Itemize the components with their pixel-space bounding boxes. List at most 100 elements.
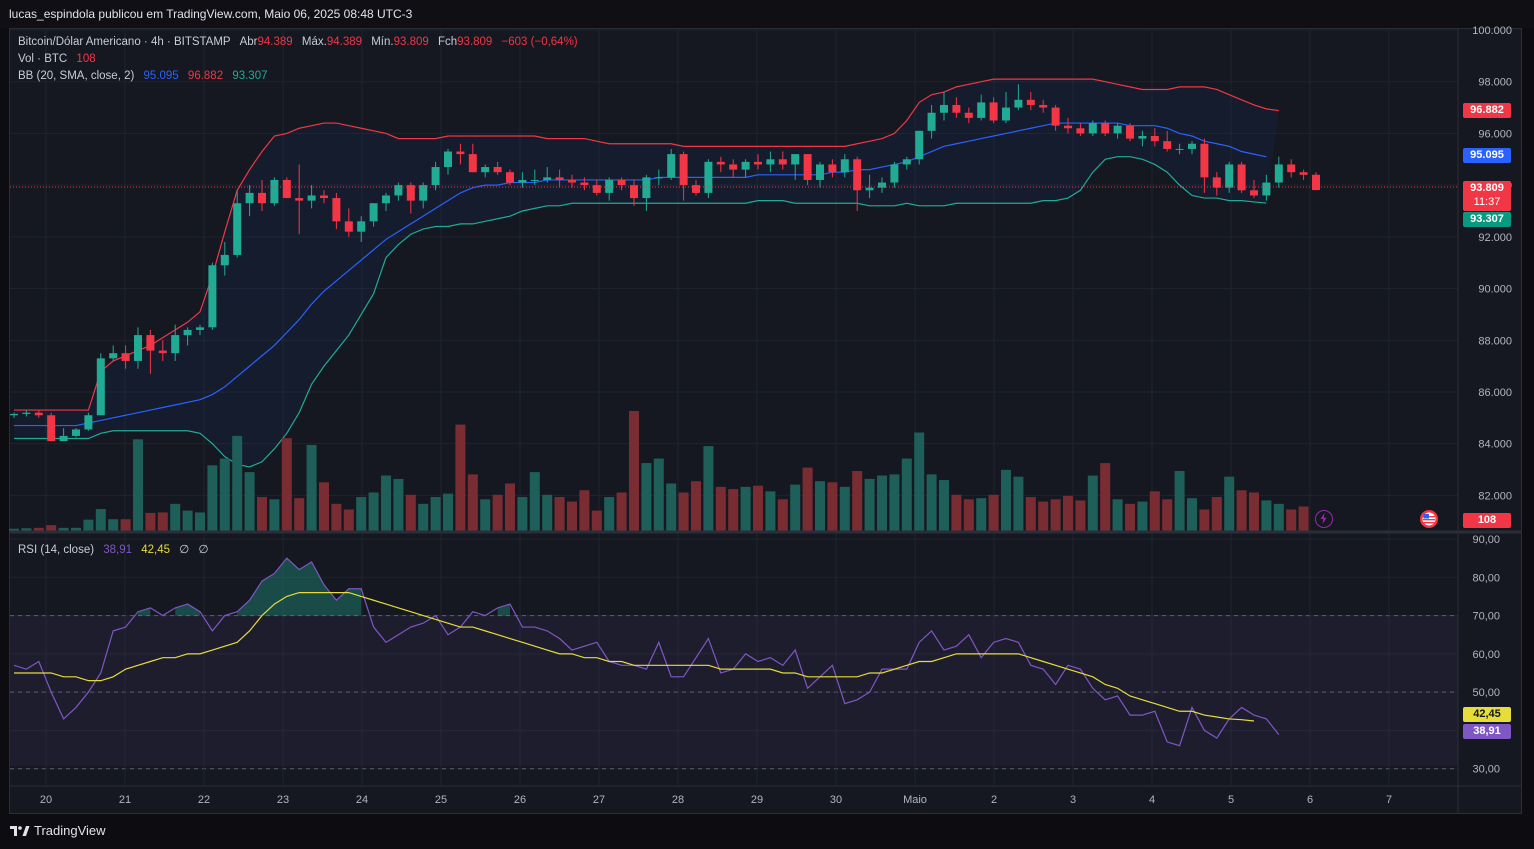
tradingview-logo-icon <box>10 825 30 836</box>
rsi-tick-label: 50,00 <box>1472 687 1500 699</box>
candle-down <box>506 172 514 183</box>
close-label: Fch <box>437 36 458 48</box>
candle-down <box>295 198 304 201</box>
volume-bar <box>1050 499 1061 531</box>
time-tick-label: 3 <box>1070 794 1076 806</box>
candle-down <box>1237 164 1246 191</box>
candle-down <box>716 161 725 165</box>
volume-bar <box>368 492 379 531</box>
candle-down <box>1312 174 1320 191</box>
volume-bar <box>418 503 429 531</box>
candle-down <box>121 353 130 361</box>
candle-down <box>1150 136 1159 142</box>
candle-up <box>1262 182 1271 196</box>
volume-bar <box>58 527 69 531</box>
volume-bar <box>839 486 850 531</box>
rsi-overbought-fill <box>175 604 200 616</box>
volume-bar <box>219 458 230 531</box>
candle-down <box>1026 99 1035 105</box>
volume-bar <box>1162 499 1173 531</box>
volume-legend[interactable]: Vol · BTC 108 <box>18 53 96 65</box>
time-tick-label: 5 <box>1228 794 1234 806</box>
volume-bar <box>1063 495 1073 531</box>
last-price-tag: 93.809 11:37 <box>1463 181 1511 211</box>
candle-up <box>667 154 676 178</box>
low-label: Mín. <box>371 36 394 48</box>
candle-up <box>530 179 539 181</box>
volume-bar <box>529 472 540 531</box>
volume-bar <box>1001 469 1011 531</box>
candle-up <box>357 221 366 232</box>
rsi-label: RSI (14, close) <box>18 544 95 556</box>
volume-bar <box>914 432 925 531</box>
rsi-tick-label: 70,00 <box>1472 611 1500 623</box>
volume-bar <box>864 478 875 531</box>
us-flag-event-icon[interactable] <box>1420 510 1438 528</box>
candle-down <box>1126 125 1134 139</box>
rsi-tick-label: 80,00 <box>1472 572 1500 584</box>
volume-bar <box>467 474 478 531</box>
volume-bar <box>343 509 354 531</box>
tradingview-logo[interactable]: TradingView <box>10 823 106 838</box>
time-tick-label: 2 <box>991 794 997 806</box>
candle-up <box>791 154 800 165</box>
price-tick-label: 100.000 <box>1472 25 1512 37</box>
volume-bar <box>1187 498 1197 531</box>
volume-bar <box>244 472 255 531</box>
volume-bar <box>294 498 305 531</box>
candle-up <box>1274 164 1283 183</box>
candle-up <box>270 179 279 204</box>
candle-up <box>940 104 948 113</box>
candle-down <box>630 185 638 199</box>
bb-upper-value: 96.882 <box>187 70 224 82</box>
bb-legend[interactable]: BB (20, SMA, close, 2) 95.095 96.882 93.… <box>18 70 268 82</box>
rsi-na-1: ∅ <box>179 544 190 556</box>
volume-bar <box>1174 471 1185 531</box>
volume-bars <box>9 411 1309 531</box>
bar-countdown: 11:37 <box>1473 196 1501 208</box>
candle-up <box>977 102 986 118</box>
volume-bar <box>703 446 714 531</box>
rsi-legend[interactable]: RSI (14, close) 38,91 42,45 ∅ ∅ <box>18 542 209 556</box>
volume-bar <box>604 497 615 531</box>
time-tick-label: 20 <box>40 794 52 806</box>
volume-bar <box>1286 509 1297 531</box>
candle-down <box>964 112 973 118</box>
candle-up <box>369 203 378 222</box>
main-legend[interactable]: Bitcoin/Dólar Americano · 4h · BITSTAMP … <box>18 36 578 48</box>
volume-bar <box>579 490 590 531</box>
time-tick-label: 26 <box>514 794 526 806</box>
volume-bar <box>517 497 528 531</box>
change-value: −603 (−0,64%) <box>501 36 578 48</box>
high-label: Máx. <box>301 36 327 48</box>
lower-band-tag: 93.307 <box>1463 212 1511 227</box>
grid-lines <box>10 29 1458 786</box>
publisher-header: lucas_espindola publicou em TradingView.… <box>0 0 1534 28</box>
volume-bar <box>1236 490 1247 531</box>
volume-bar <box>976 498 987 531</box>
basis-tag: 95.095 <box>1463 148 1511 163</box>
candle-up <box>890 164 899 183</box>
chart-frame[interactable] <box>9 28 1522 814</box>
candle-up <box>902 159 911 165</box>
volume-bar <box>120 519 131 531</box>
volume-bar <box>1273 503 1284 531</box>
rsi-tick-label: 60,00 <box>1472 649 1500 661</box>
volume-bar <box>393 478 404 531</box>
volume-bar <box>207 465 218 531</box>
volume-bar <box>616 492 627 531</box>
candle-up <box>419 185 428 201</box>
rsi-tick-label: 90,00 <box>1472 534 1500 546</box>
publisher-line: lucas_espindola publicou em TradingView.… <box>9 7 413 21</box>
rsi-overbought-fill <box>138 607 151 616</box>
rsi-ma-value: 42,45 <box>141 544 171 556</box>
candle-up <box>84 415 93 430</box>
volume-bar <box>939 480 949 531</box>
lightning-event-icon[interactable] <box>1315 510 1333 528</box>
volume-bar <box>46 525 57 531</box>
candle-down <box>468 154 477 173</box>
volume-bar <box>1125 503 1135 531</box>
candle-up <box>59 435 68 442</box>
candle-down <box>592 185 601 193</box>
